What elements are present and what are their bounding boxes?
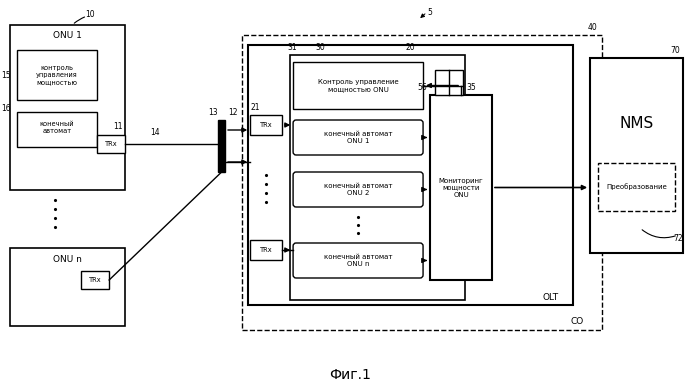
Text: 35: 35 xyxy=(466,82,476,92)
Text: 15: 15 xyxy=(1,70,11,79)
Text: контроль
управления
мощностью: контроль управления мощностью xyxy=(36,65,78,85)
Text: NMS: NMS xyxy=(619,116,654,131)
Bar xyxy=(250,240,282,260)
Bar xyxy=(17,112,97,147)
Text: 5: 5 xyxy=(428,7,433,17)
Text: TRx: TRx xyxy=(89,277,101,283)
Bar xyxy=(248,45,573,305)
Text: конечный
автомат: конечный автомат xyxy=(40,121,75,134)
Text: ONU 1: ONU 1 xyxy=(53,30,82,40)
Bar xyxy=(250,115,282,135)
Bar xyxy=(590,58,683,253)
Bar xyxy=(218,120,225,172)
Text: 31: 31 xyxy=(287,42,297,52)
Text: CO: CO xyxy=(570,318,584,326)
Bar xyxy=(435,70,463,95)
Text: 10: 10 xyxy=(85,10,95,18)
Bar xyxy=(598,163,675,211)
FancyBboxPatch shape xyxy=(293,172,423,207)
Text: TRx: TRx xyxy=(260,247,273,253)
Text: Контроль управление
мощностью ONU: Контроль управление мощностью ONU xyxy=(318,79,398,92)
Bar xyxy=(97,135,125,153)
Text: TRx: TRx xyxy=(105,141,117,147)
Bar xyxy=(10,248,125,326)
Text: 56: 56 xyxy=(417,82,427,92)
Bar xyxy=(290,55,465,300)
FancyBboxPatch shape xyxy=(293,120,423,155)
Text: 13: 13 xyxy=(208,107,218,117)
Text: ONU n: ONU n xyxy=(53,254,82,263)
Text: Мониторинг
мощности
ONU: Мониторинг мощности ONU xyxy=(439,177,484,198)
Bar xyxy=(81,271,109,289)
Text: 16: 16 xyxy=(1,104,11,112)
Text: 70: 70 xyxy=(670,45,680,55)
Text: 12: 12 xyxy=(229,107,238,117)
Bar xyxy=(10,25,125,190)
Bar xyxy=(293,62,423,109)
Text: 20: 20 xyxy=(405,42,415,52)
FancyBboxPatch shape xyxy=(293,243,423,278)
Bar xyxy=(242,35,602,330)
Text: 72: 72 xyxy=(673,233,683,243)
Text: конечный автомат
ONU 2: конечный автомат ONU 2 xyxy=(324,183,392,196)
Text: конечный автомат
ONU n: конечный автомат ONU n xyxy=(324,254,392,267)
Text: 14: 14 xyxy=(150,127,160,137)
Text: 11: 11 xyxy=(113,122,123,131)
Text: 40: 40 xyxy=(587,22,597,32)
Text: OLT: OLT xyxy=(543,293,559,301)
Text: 21: 21 xyxy=(250,102,260,112)
Text: 30: 30 xyxy=(315,42,325,52)
Text: TRx: TRx xyxy=(260,122,273,128)
Bar xyxy=(430,95,492,280)
Text: Фиг.1: Фиг.1 xyxy=(329,368,371,382)
Text: Преобразование: Преобразование xyxy=(606,184,667,191)
Text: конечный автомат
ONU 1: конечный автомат ONU 1 xyxy=(324,131,392,144)
Bar xyxy=(17,50,97,100)
